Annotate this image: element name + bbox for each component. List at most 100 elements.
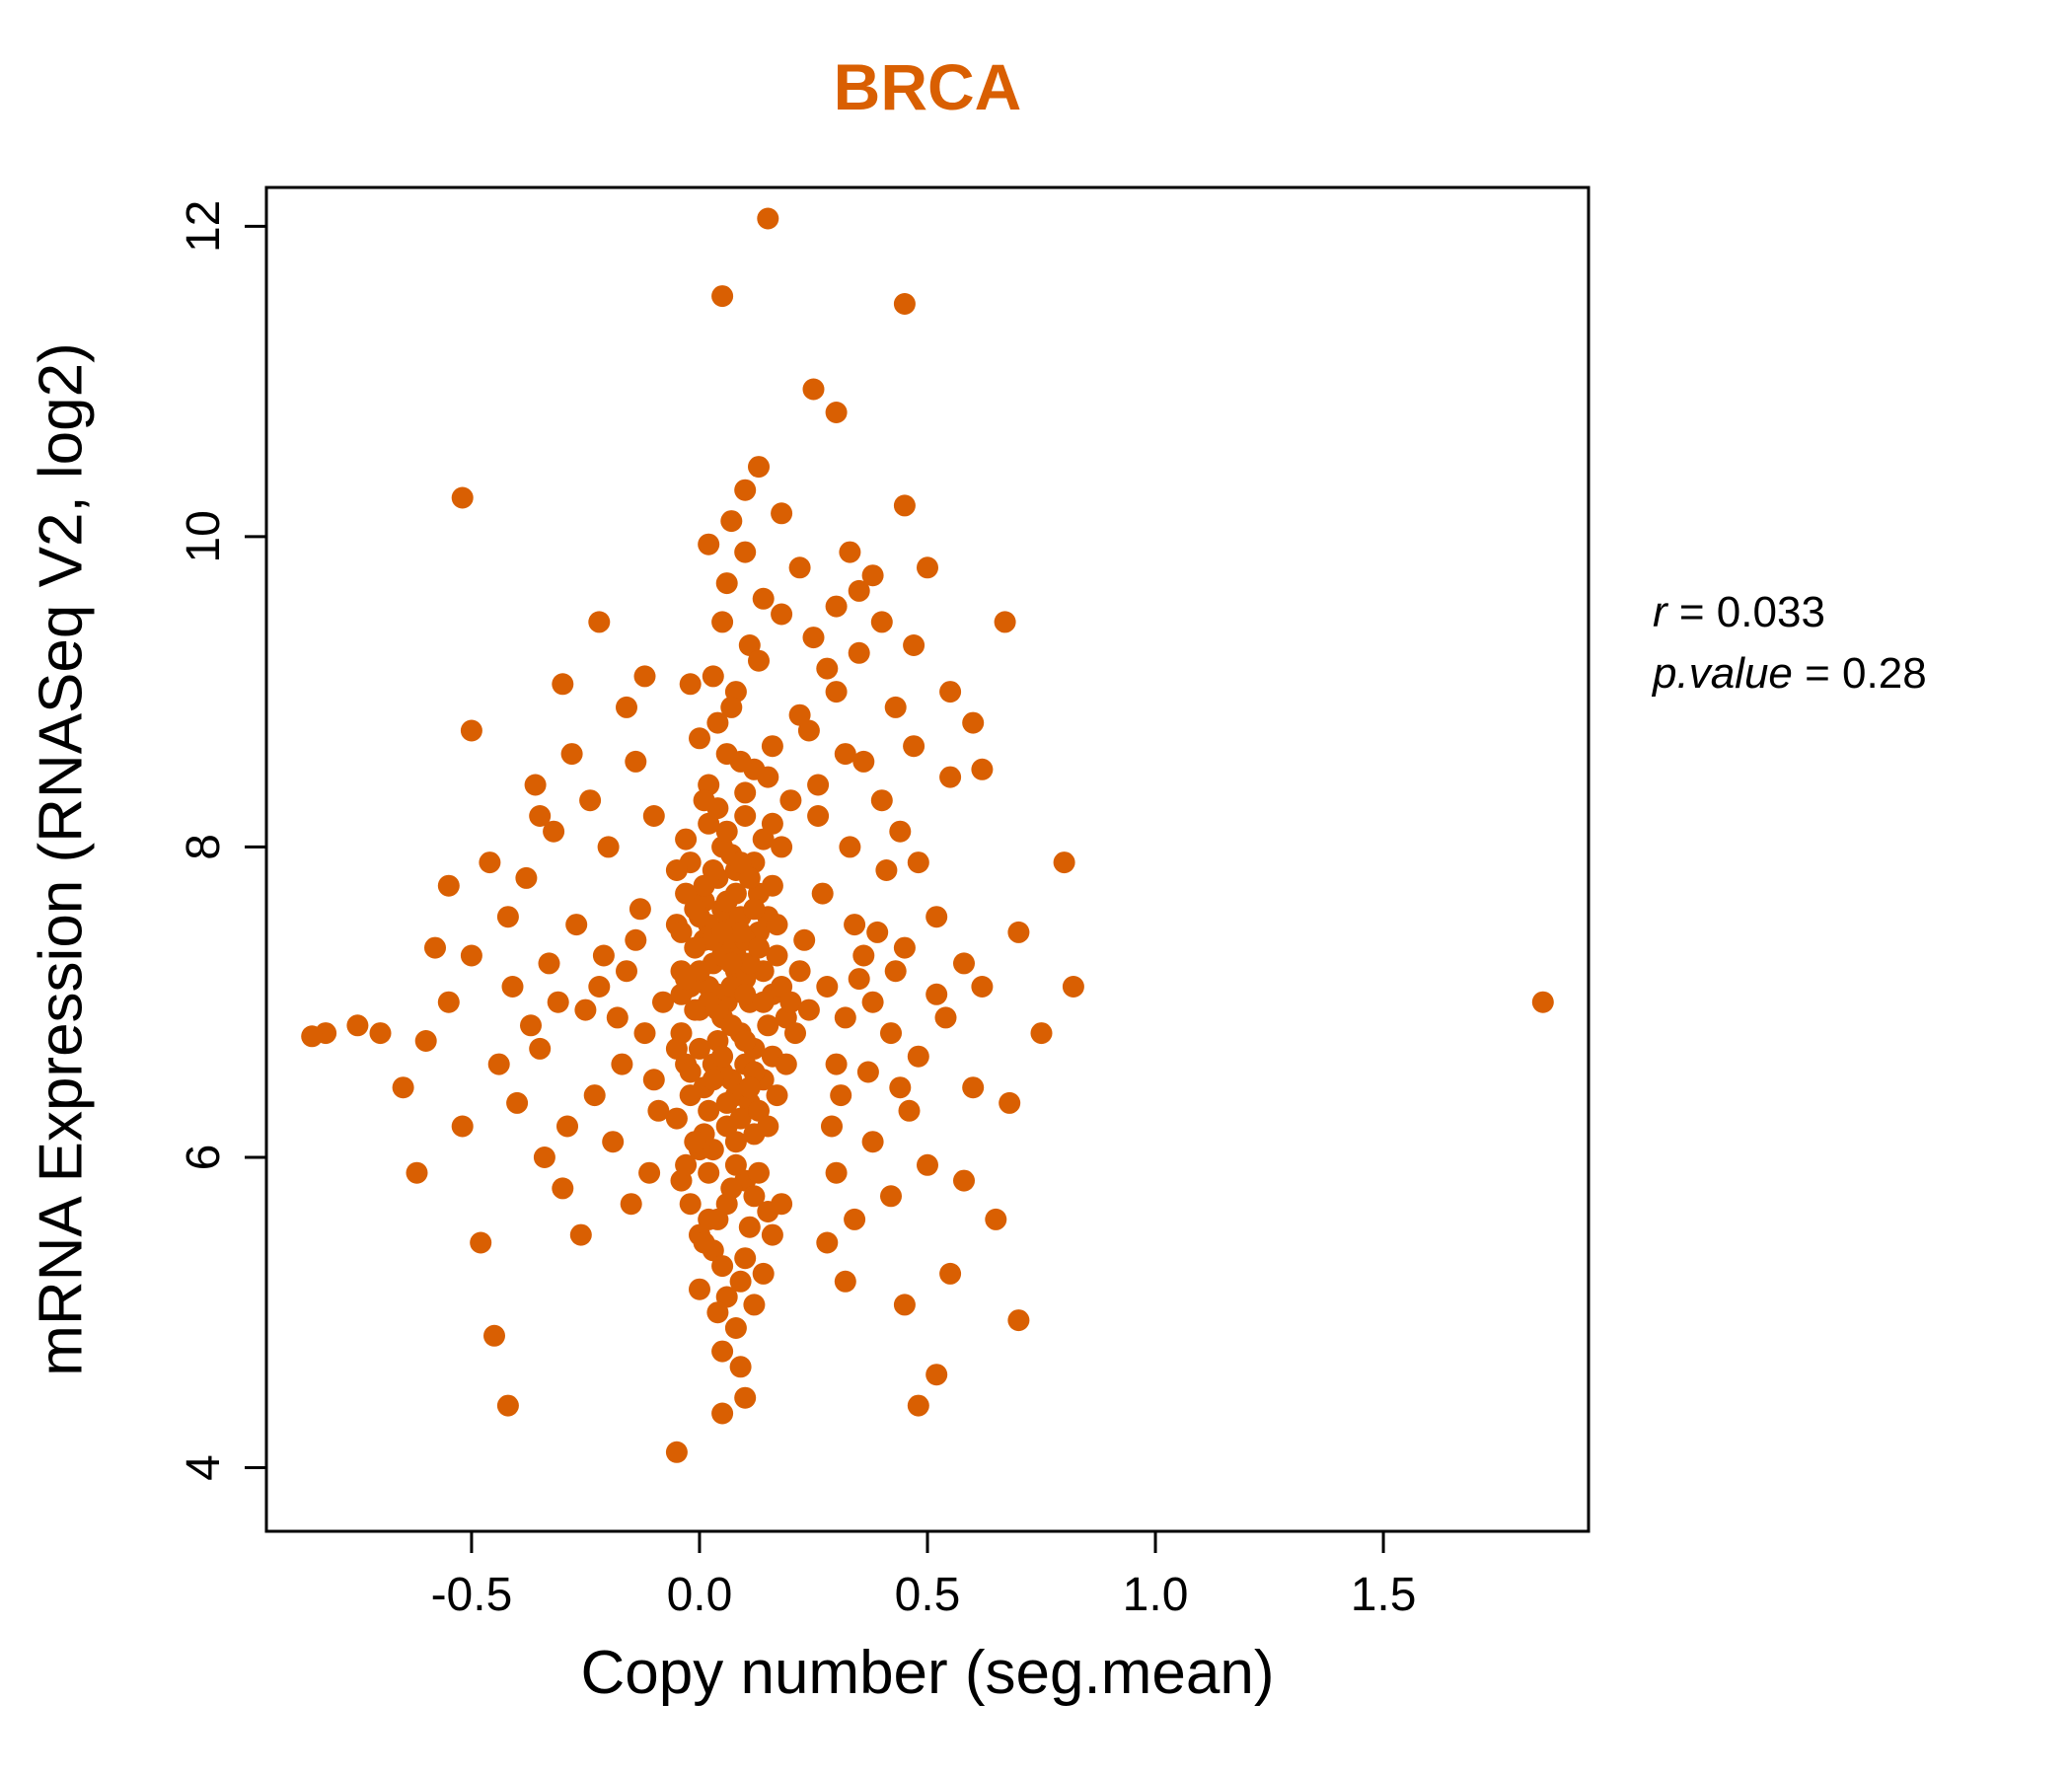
data-point [743, 1185, 766, 1208]
data-point [939, 766, 962, 788]
data-point [501, 976, 524, 998]
stats-annotation: r = 0.033 p.value = 0.28 [1653, 582, 1927, 703]
data-point [743, 898, 766, 921]
data-point [543, 820, 565, 843]
data-point [606, 1006, 629, 1029]
data-point [720, 510, 743, 533]
data-point [665, 1107, 688, 1130]
data-point [629, 898, 651, 921]
data-point [925, 1364, 948, 1386]
data-point [583, 1084, 606, 1107]
data-point [880, 1185, 902, 1208]
data-point [524, 774, 547, 796]
data-point [834, 1270, 856, 1293]
data-point [533, 1147, 555, 1168]
data-point [652, 991, 674, 1013]
data-point [816, 657, 839, 680]
data-point [738, 1076, 761, 1099]
data-point [702, 1069, 724, 1091]
data-point [734, 541, 757, 563]
data-point [460, 719, 482, 742]
data-point [734, 1386, 757, 1409]
data-point [346, 1014, 369, 1037]
data-point [693, 789, 715, 812]
data-point [574, 999, 597, 1021]
data-point [711, 1255, 734, 1278]
data-point [597, 836, 620, 858]
data-point [743, 1294, 766, 1316]
data-point [889, 1076, 912, 1099]
data-point [811, 882, 834, 905]
data-point [560, 743, 583, 766]
data-point [848, 579, 870, 602]
data-point [748, 936, 770, 959]
data-point [779, 789, 802, 812]
data-point [633, 1022, 656, 1045]
y-tick-label: 10 [178, 510, 230, 562]
data-point [802, 378, 825, 401]
data-point [496, 906, 519, 928]
data-point [689, 727, 710, 750]
data-point [675, 828, 698, 851]
data-point [506, 1091, 529, 1114]
data-point [529, 805, 552, 827]
data-point [616, 696, 637, 718]
data-point [675, 1153, 698, 1176]
data-point [715, 1091, 738, 1114]
y-axis-label: mRNA Expression (RNASeq V2, log2) [27, 342, 96, 1376]
data-point [852, 944, 875, 967]
data-point [483, 1324, 505, 1347]
data-point [729, 750, 752, 773]
data-point [752, 587, 775, 610]
data-point [729, 1356, 752, 1378]
data-point [788, 556, 811, 579]
data-point [999, 1091, 1021, 1114]
data-point [569, 1223, 592, 1246]
data-point [788, 960, 811, 983]
data-point [907, 1045, 929, 1068]
data-point [953, 1169, 975, 1192]
data-point [734, 1030, 757, 1052]
data-point [825, 595, 848, 618]
data-point [861, 1131, 884, 1153]
data-point [766, 944, 788, 967]
data-point [870, 611, 893, 633]
data-point [953, 952, 975, 975]
data-point [775, 1053, 797, 1075]
data-point [761, 1223, 783, 1246]
data-point [665, 1037, 688, 1060]
data-point [779, 991, 802, 1013]
data-point [689, 1037, 710, 1060]
data-point [720, 1014, 743, 1037]
data-point [724, 1131, 747, 1153]
y-tick-label: 4 [178, 1454, 230, 1481]
data-point [866, 921, 889, 943]
data-point [761, 735, 783, 758]
data-point [693, 1231, 715, 1254]
data-point [529, 1037, 552, 1060]
data-point [903, 735, 925, 758]
data-point [870, 789, 893, 812]
data-point [752, 1262, 775, 1285]
data-point [825, 1161, 848, 1184]
data-point [734, 983, 757, 1005]
data-point [711, 611, 734, 633]
data-point [698, 1208, 720, 1230]
data-point [766, 1084, 788, 1107]
data-point [771, 836, 793, 858]
data-point [487, 1053, 510, 1075]
data-point [638, 1161, 661, 1184]
data-point [757, 766, 779, 788]
data-point [538, 952, 560, 975]
data-point [698, 1099, 720, 1122]
data-point [679, 673, 702, 696]
data-point [985, 1208, 1007, 1230]
data-point [720, 1177, 743, 1200]
data-point [839, 836, 861, 858]
data-point [893, 293, 916, 315]
data-point [748, 456, 770, 479]
data-point [816, 1231, 839, 1254]
data-point [771, 603, 793, 626]
data-point [720, 952, 743, 975]
data-point [1007, 921, 1030, 943]
